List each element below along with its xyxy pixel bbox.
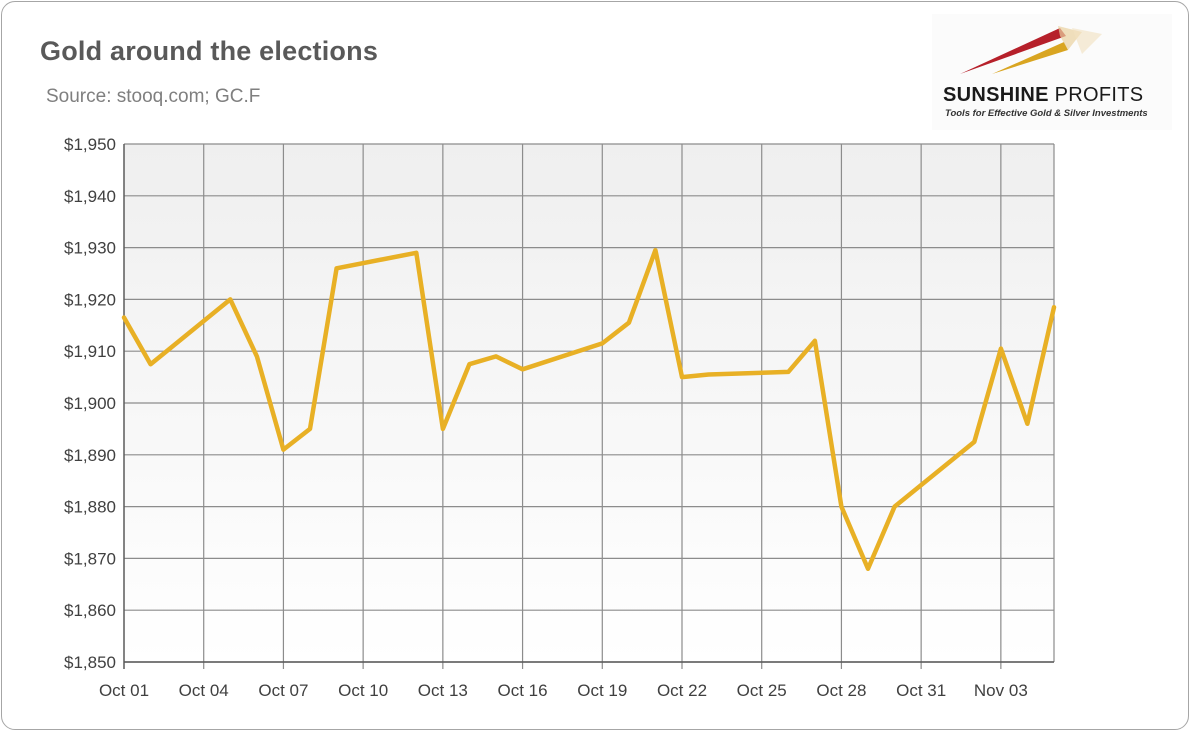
logo-brand: SUNSHINE PROFITS [943,84,1144,106]
x-tick-label: Oct 28 [816,681,866,700]
y-tick-label: $1,860 [64,601,116,620]
series-layer [121,247,1057,572]
x-tick-label: Oct 01 [99,681,149,700]
gold-price-line [121,247,1057,572]
x-tick-label: Oct 22 [657,681,707,700]
y-tick-label: $1,850 [64,653,116,672]
chart-subtitle: Source: stooq.com; GC.F [46,86,261,107]
x-tick-label: Nov 03 [974,681,1028,700]
x-tick-label: Oct 31 [896,681,946,700]
logo-rays-icon [960,26,1102,74]
y-tick-label: $1,930 [64,239,116,258]
x-axis: Oct 01 Oct 04 Oct 07 Oct 10 Oct 13 Oct 16 Oct … [99,681,1028,700]
y-tick-label: $1,910 [64,342,116,361]
y-tick-label: $1,950 [64,135,116,154]
y-tick-label: $1,890 [64,446,116,465]
grid [123,143,1055,669]
y-tick-label: $1,920 [64,290,116,309]
x-tick-label: Oct 04 [179,681,229,700]
logo-tagline: Tools for Effective Gold & Silver Invest… [945,108,1148,119]
x-tick-label: Oct 10 [338,681,388,700]
x-tick-label: Oct 25 [737,681,787,700]
y-tick-label: $1,940 [64,187,116,206]
y-tick-label: $1,900 [64,394,116,413]
x-tick-label: Oct 16 [498,681,548,700]
x-tick-label: Oct 19 [577,681,627,700]
chart-title: Gold around the elections [40,36,379,66]
sunshine-profits-logo: SUNSHINE PROFITS Tools for Effective Gol… [932,14,1172,130]
x-tick-label: Oct 13 [418,681,468,700]
y-tick-label: $1,880 [64,498,116,517]
y-axis: $1,950 $1,940 $1,930 $1,920 $1,910 $1,900 $1,8… [64,135,116,672]
y-tick-label: $1,870 [64,549,116,568]
x-tick-label: Oct 07 [258,681,308,700]
